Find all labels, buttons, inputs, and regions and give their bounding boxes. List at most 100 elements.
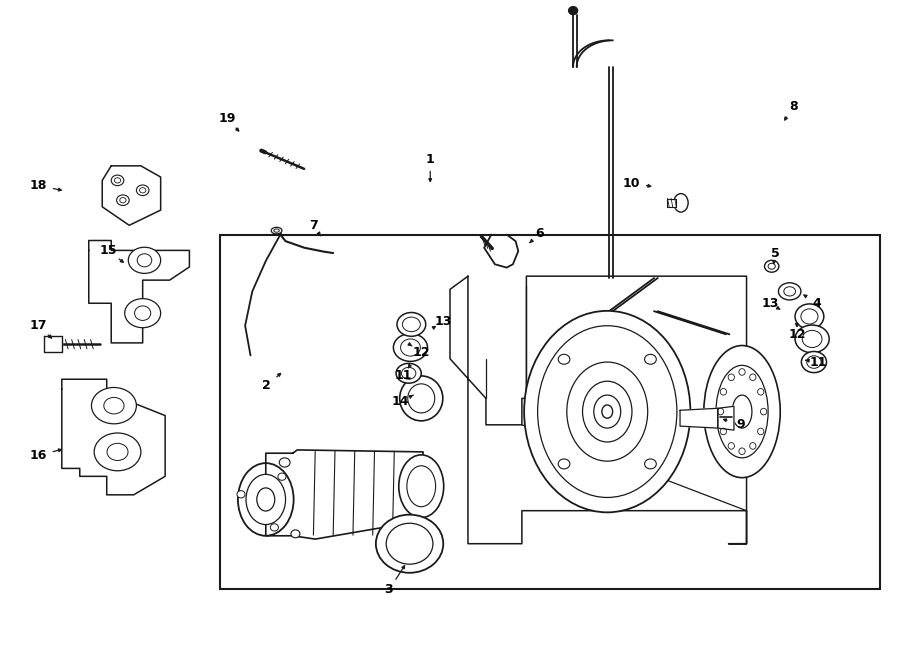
- Ellipse shape: [107, 444, 128, 461]
- Ellipse shape: [720, 428, 726, 435]
- Ellipse shape: [717, 408, 724, 415]
- Ellipse shape: [764, 260, 778, 272]
- Ellipse shape: [129, 247, 160, 273]
- Ellipse shape: [795, 325, 829, 353]
- Text: 18: 18: [30, 179, 47, 192]
- Ellipse shape: [802, 330, 822, 348]
- Ellipse shape: [135, 306, 151, 320]
- Text: 14: 14: [392, 395, 410, 408]
- Ellipse shape: [760, 408, 767, 415]
- Polygon shape: [680, 408, 718, 428]
- Text: 15: 15: [100, 244, 117, 257]
- Ellipse shape: [400, 339, 420, 356]
- Ellipse shape: [758, 389, 764, 395]
- Ellipse shape: [140, 187, 146, 193]
- Ellipse shape: [270, 524, 278, 531]
- Ellipse shape: [674, 193, 688, 212]
- Ellipse shape: [750, 443, 756, 449]
- Ellipse shape: [238, 463, 293, 536]
- Ellipse shape: [644, 354, 656, 364]
- Ellipse shape: [401, 367, 416, 379]
- Ellipse shape: [558, 459, 570, 469]
- Text: 8: 8: [789, 100, 797, 113]
- Ellipse shape: [768, 263, 775, 269]
- Text: 16: 16: [30, 449, 47, 461]
- Ellipse shape: [558, 354, 570, 364]
- Ellipse shape: [720, 389, 726, 395]
- Ellipse shape: [778, 283, 801, 300]
- Text: 12: 12: [788, 328, 806, 341]
- Ellipse shape: [704, 346, 780, 478]
- Ellipse shape: [407, 466, 436, 506]
- Text: 2: 2: [262, 379, 271, 393]
- Text: 11: 11: [810, 355, 827, 369]
- Ellipse shape: [733, 395, 751, 428]
- Text: 9: 9: [737, 418, 745, 432]
- Ellipse shape: [569, 7, 578, 15]
- Polygon shape: [450, 276, 746, 544]
- Ellipse shape: [728, 443, 734, 449]
- Polygon shape: [44, 336, 62, 352]
- Ellipse shape: [739, 369, 745, 375]
- Ellipse shape: [582, 381, 632, 442]
- Polygon shape: [718, 406, 734, 430]
- Ellipse shape: [644, 459, 656, 469]
- Ellipse shape: [104, 397, 124, 414]
- Polygon shape: [89, 240, 189, 343]
- Text: 17: 17: [30, 319, 47, 332]
- Ellipse shape: [801, 309, 818, 324]
- Text: 7: 7: [309, 219, 318, 232]
- Ellipse shape: [386, 523, 433, 564]
- Ellipse shape: [784, 287, 796, 296]
- Ellipse shape: [246, 475, 285, 524]
- Ellipse shape: [758, 428, 764, 435]
- Ellipse shape: [396, 363, 421, 383]
- Ellipse shape: [408, 384, 435, 413]
- Text: 5: 5: [771, 246, 779, 260]
- Ellipse shape: [117, 195, 130, 205]
- Polygon shape: [667, 199, 676, 207]
- Ellipse shape: [728, 374, 734, 381]
- Ellipse shape: [94, 433, 141, 471]
- Text: 12: 12: [412, 346, 430, 359]
- Ellipse shape: [137, 185, 149, 195]
- Text: 11: 11: [394, 369, 412, 383]
- Text: 1: 1: [426, 153, 435, 166]
- Text: 4: 4: [813, 297, 821, 310]
- Ellipse shape: [274, 229, 279, 232]
- Ellipse shape: [537, 326, 677, 497]
- Text: 3: 3: [384, 583, 393, 596]
- Ellipse shape: [393, 334, 428, 361]
- Ellipse shape: [125, 299, 160, 328]
- Ellipse shape: [806, 355, 821, 368]
- Ellipse shape: [271, 227, 282, 234]
- Ellipse shape: [716, 365, 768, 458]
- Text: 10: 10: [623, 177, 640, 189]
- Ellipse shape: [750, 374, 756, 381]
- Ellipse shape: [602, 405, 613, 418]
- Ellipse shape: [524, 311, 690, 512]
- Polygon shape: [266, 450, 423, 539]
- Ellipse shape: [291, 530, 300, 538]
- Ellipse shape: [376, 514, 444, 573]
- Ellipse shape: [397, 312, 426, 336]
- Ellipse shape: [278, 473, 286, 481]
- Text: 19: 19: [219, 112, 236, 124]
- Ellipse shape: [256, 488, 274, 511]
- Ellipse shape: [594, 395, 621, 428]
- Bar: [220, 234, 879, 589]
- Ellipse shape: [120, 197, 126, 203]
- Ellipse shape: [137, 254, 152, 267]
- Ellipse shape: [114, 177, 121, 183]
- Ellipse shape: [402, 317, 420, 332]
- Text: 13: 13: [761, 297, 778, 310]
- Text: 6: 6: [536, 226, 544, 240]
- Text: 13: 13: [435, 314, 453, 328]
- Polygon shape: [62, 379, 165, 495]
- Ellipse shape: [567, 362, 648, 461]
- Ellipse shape: [237, 491, 245, 498]
- Ellipse shape: [279, 458, 290, 467]
- Ellipse shape: [801, 352, 826, 373]
- Polygon shape: [103, 166, 160, 225]
- Ellipse shape: [92, 387, 137, 424]
